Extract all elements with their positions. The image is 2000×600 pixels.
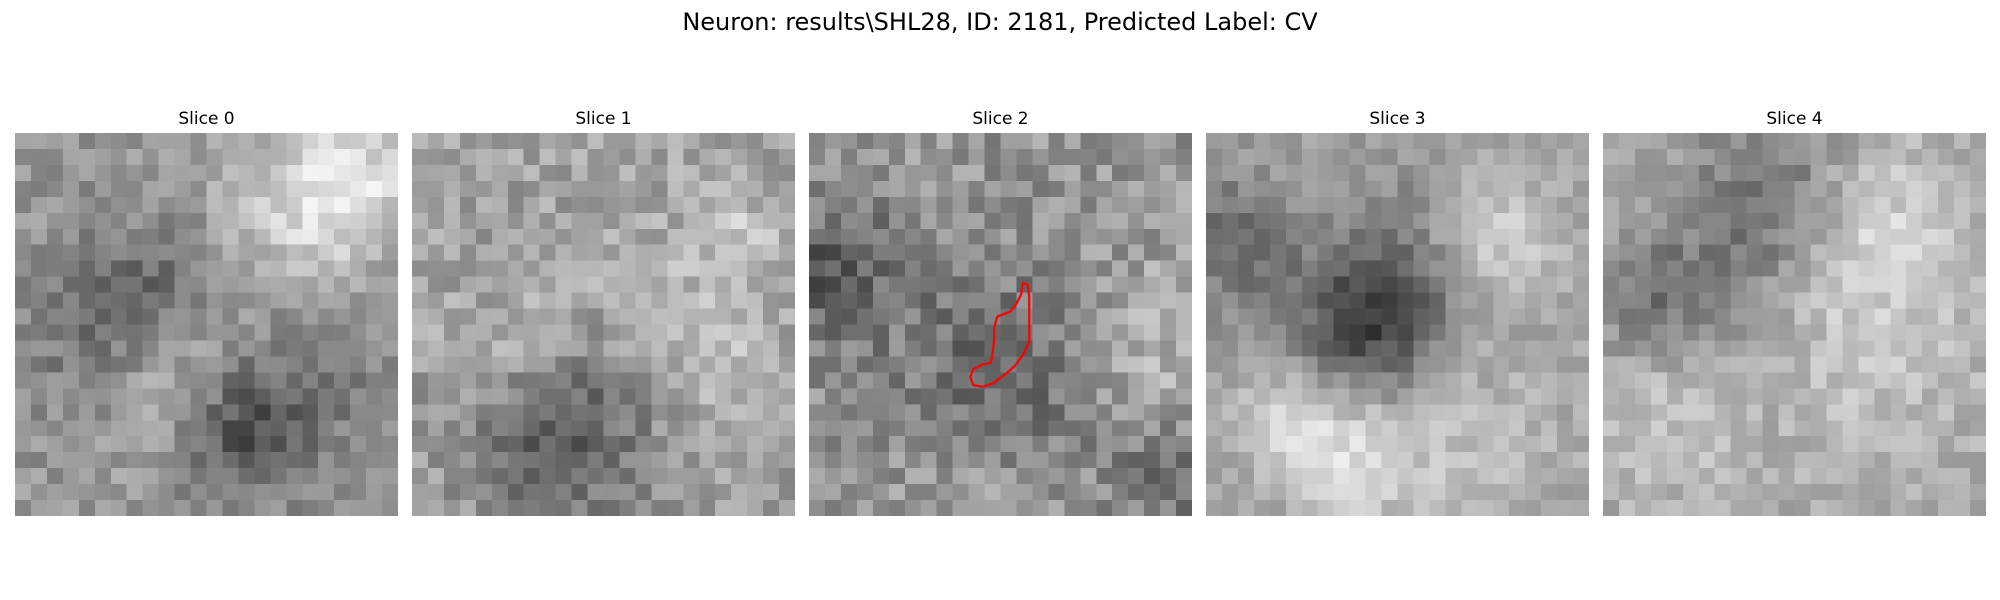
slice-title: Slice 0 bbox=[178, 109, 235, 129]
slice-panel-0: Slice 0 bbox=[15, 108, 398, 516]
slice-image bbox=[1603, 133, 1986, 516]
slice-panel-2: Slice 2 bbox=[809, 108, 1192, 516]
slice-panel-3: Slice 3 bbox=[1206, 108, 1589, 516]
slice-image bbox=[15, 133, 398, 516]
slice-title: Slice 3 bbox=[1369, 109, 1426, 129]
slice-panel-1: Slice 1 bbox=[412, 108, 795, 516]
neuron-contour bbox=[969, 281, 1031, 388]
figure-title: Neuron: results\SHL28, ID: 2181, Predict… bbox=[682, 8, 1318, 36]
slice-title: Slice 1 bbox=[575, 109, 632, 129]
slice-title: Slice 2 bbox=[972, 109, 1029, 129]
slice-title: Slice 4 bbox=[1766, 109, 1823, 129]
slice-panel-4: Slice 4 bbox=[1603, 108, 1986, 516]
slice-image bbox=[412, 133, 795, 516]
slice-image bbox=[1206, 133, 1589, 516]
slice-image bbox=[809, 133, 1192, 516]
